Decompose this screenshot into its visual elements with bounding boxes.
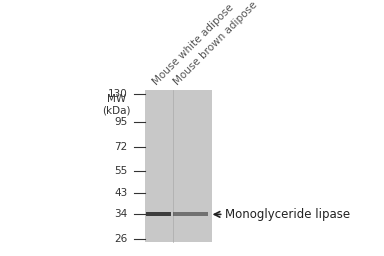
Text: Mouse white adipose: Mouse white adipose: [151, 3, 235, 88]
Text: 34: 34: [114, 209, 127, 219]
Text: MW
(kDa): MW (kDa): [102, 93, 131, 116]
Text: 26: 26: [114, 233, 127, 243]
Bar: [173, 212, 208, 216]
Text: Monoglyceride lipase: Monoglyceride lipase: [225, 208, 351, 221]
Text: 130: 130: [108, 89, 127, 99]
Bar: [146, 212, 171, 216]
Text: 43: 43: [114, 188, 127, 198]
Text: 95: 95: [114, 117, 127, 127]
Text: 55: 55: [114, 166, 127, 176]
Bar: [144, 90, 212, 242]
Text: Mouse brown adipose: Mouse brown adipose: [172, 0, 259, 88]
Text: 72: 72: [114, 142, 127, 152]
